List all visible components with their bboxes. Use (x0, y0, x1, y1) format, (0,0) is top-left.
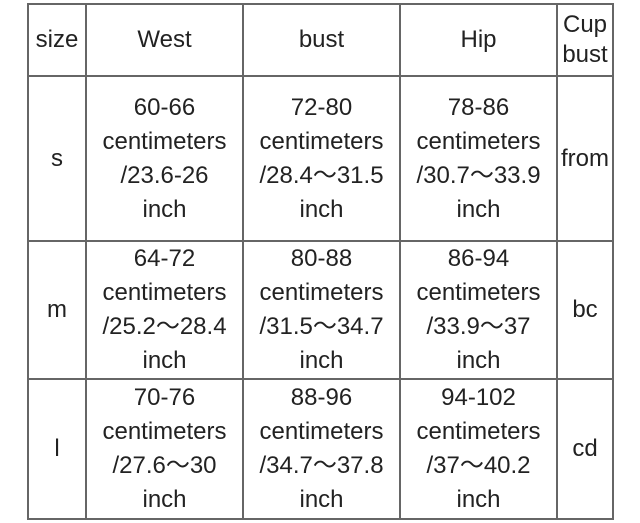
cell-text: inch (299, 195, 344, 223)
header-cell: West (85, 3, 244, 77)
cell: cd (556, 378, 614, 520)
header-cell: bust (242, 3, 401, 77)
cell-text: s (51, 144, 63, 172)
cell: 86-94 centimeters/33.9～37 inch (399, 240, 558, 380)
cell-text: West (137, 26, 192, 53)
cell-text: /33.9～37 (426, 313, 531, 340)
data-row: s 60-66 centimeters/23.6-26 inch 72-80 centim… (27, 75, 614, 242)
cell: 72-80 centimeters/28.4～31.5 inch (242, 75, 401, 242)
cell-text: inch (142, 486, 187, 513)
cell-text: centimeters (259, 418, 384, 445)
cell-text: centimeters (102, 127, 227, 155)
cell-text: centimeters (259, 279, 384, 306)
cell-text: /27.6～30 (112, 452, 217, 479)
size-table: size West bust Hip Cup bust s 60-66 centimeters /… (27, 3, 614, 520)
cell-text: l (54, 435, 60, 462)
table-body: size West bust Hip Cup bust s 60-66 centimeters /… (27, 3, 614, 520)
cell: 60-66 centimeters/23.6-26 inch (85, 75, 244, 242)
header-cell: Hip (399, 3, 558, 77)
cell: bc (556, 240, 614, 380)
cell-text: inch (456, 195, 501, 223)
cell-text: centimeters (416, 127, 541, 155)
cell-text: from (561, 144, 609, 172)
cell-text: 72-80 (290, 93, 353, 121)
header-row: size West bust Hip Cup bust (27, 3, 614, 77)
cell-text: 86-94 (447, 245, 510, 272)
cell-text: inch (142, 195, 187, 223)
cell-text: 70-76 (133, 384, 196, 411)
cell-text: centimeters (416, 279, 541, 306)
cell-text: 60-66 (133, 93, 196, 121)
cell-text: bust (562, 41, 608, 68)
header-cell: size (27, 3, 87, 77)
cell-text: inch (142, 347, 187, 374)
cell-text: centimeters (102, 418, 227, 445)
cell-text: /23.6-26 (120, 161, 209, 189)
cell: s (27, 75, 87, 242)
cell-text: /37～40.2 (426, 452, 531, 479)
cell-text: 88-96 (290, 384, 353, 411)
cell-text: centimeters (259, 127, 384, 155)
cell-text: /34.7～37.8 (259, 452, 384, 479)
cell-text: bust (298, 26, 345, 53)
data-row: l 70-76 centimeters/27.6～30 inch 88-96 centim… (27, 378, 614, 520)
cell-text: m (47, 296, 67, 323)
cell-text: inch (456, 486, 501, 513)
cell-text: 94-102 (441, 384, 516, 411)
header-cell: Cup bust (556, 3, 614, 77)
cell: l (27, 378, 87, 520)
cell-text: 80-88 (290, 245, 353, 272)
cell-text: /28.4～31.5 (259, 161, 384, 189)
cell-text: size (35, 26, 79, 53)
cell: 88-96 centimeters/34.7～37.8 inch (242, 378, 401, 520)
cell: m (27, 240, 87, 380)
cell-text: cd (572, 435, 598, 462)
data-row: m 64-72 centimeters/25.2～28.4 inch 80-88 cent… (27, 240, 614, 380)
cell-text: bc (572, 296, 598, 323)
cell-text: inch (299, 347, 344, 374)
cell: 78-86 centimeters/30.7～33.9 inch (399, 75, 558, 242)
cell-text: inch (299, 486, 344, 513)
cell-text: inch (456, 347, 501, 374)
cell-text: centimeters (416, 418, 541, 445)
cell-text: /25.2～28.4 (102, 313, 227, 340)
cell-text: 78-86 (447, 93, 510, 121)
cell-text: 64-72 (133, 245, 196, 272)
cell-text: /30.7～33.9 (416, 161, 541, 189)
cell: 94-102 centimeters/37～40.2 inch (399, 378, 558, 520)
cell: 80-88 centimeters/31.5～34.7 inch (242, 240, 401, 380)
cell-text: centimeters (102, 279, 227, 306)
cell-text: /31.5～34.7 (259, 313, 384, 340)
cell: 64-72 centimeters/25.2～28.4 inch (85, 240, 244, 380)
cell: 70-76 centimeters/27.6～30 inch (85, 378, 244, 520)
cell-text: Hip (460, 26, 497, 53)
cell: from (556, 75, 614, 242)
cell-text: Cup (562, 11, 608, 38)
